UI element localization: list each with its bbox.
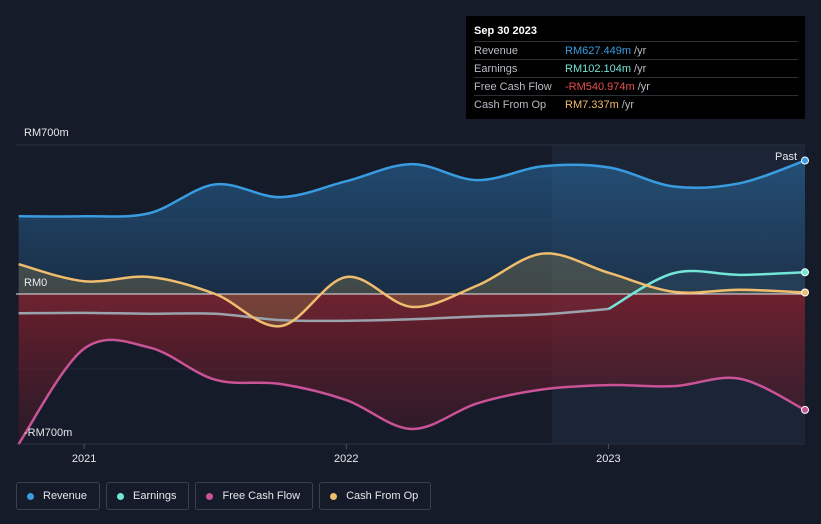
line-revenue — [18, 159, 806, 218]
legend-item-cash-from-op[interactable]: Cash From Op — [319, 482, 432, 510]
x-tick-label: 2022 — [334, 453, 358, 465]
endpoint-revenue — [801, 156, 809, 165]
endpoint-free-cash-flow — [801, 405, 809, 414]
tooltip-row: Revenue RM627.449m/yr — [474, 41, 798, 59]
legend-label: Revenue — [43, 490, 88, 502]
line-earnings — [607, 269, 806, 311]
series-lines — [16, 156, 809, 445]
tooltip-row: Free Cash Flow -RM540.974m/yr — [474, 77, 798, 95]
endpoint-cash-from-op — [801, 288, 809, 297]
tooltip-row-label: Free Cash Flow — [474, 80, 552, 93]
legend: Revenue Earnings Free Cash Flow Cash From O… — [16, 482, 432, 510]
area-revenue — [18, 160, 805, 294]
endpoint-earnings — [801, 268, 809, 277]
x-tick-label: 2021 — [72, 453, 96, 465]
line-earnings-past — [18, 307, 609, 323]
tooltip-row: Earnings RM102.104m/yr — [474, 59, 798, 77]
chart-svg: RM700m RM0 -RM700m 2021 2022 2023 Past — [16, 127, 809, 465]
tooltip-row-unit: /yr — [621, 98, 635, 111]
legend-dot-icon — [206, 492, 214, 500]
tooltip-panel: Sep 30 2023 Revenue RM627.449m/yr Earnings… — [466, 16, 805, 119]
tooltip-row-value: -RM540.974m — [565, 80, 635, 93]
x-tick-label: 2023 — [596, 453, 620, 465]
legend-label: Earnings — [133, 490, 177, 502]
y-tick-label: RM0 — [24, 277, 47, 289]
legend-item-free-cash-flow[interactable]: Free Cash Flow — [195, 482, 314, 510]
tooltip-row: Cash From Op RM7.337m/yr — [474, 95, 798, 113]
tooltip-row-value: RM627.449m — [565, 44, 632, 57]
tooltip-row-value: RM7.337m — [565, 98, 619, 111]
tooltip-row-value: RM102.104m — [565, 62, 632, 75]
tooltip-date: Sep 30 2023 — [474, 25, 537, 37]
past-label: Past — [775, 151, 797, 163]
tooltip-row-unit: /yr — [634, 62, 647, 75]
legend-item-revenue[interactable]: Revenue — [16, 482, 101, 510]
tooltip-row-label: Revenue — [474, 44, 519, 57]
area-free-cash-flow — [18, 294, 805, 444]
line-cash-from-op — [18, 252, 806, 328]
area-cash-from-op — [18, 253, 805, 327]
tooltip-row-label: Earnings — [474, 62, 518, 75]
legend-label: Cash From Op — [346, 490, 419, 502]
legend-dot-icon — [330, 492, 338, 500]
line-free-cash-flow — [17, 338, 806, 445]
tooltip-row-unit: /yr — [634, 44, 647, 57]
y-axis-labels: RM700m RM0 -RM700m — [24, 127, 72, 439]
legend-item-earnings[interactable]: Earnings — [106, 482, 190, 510]
legend-dot-icon — [27, 492, 34, 500]
legend-dot-icon — [117, 492, 125, 500]
tooltip-row-label: Cash From Op — [474, 98, 547, 111]
x-axis-labels: 2021 2022 2023 — [72, 444, 621, 465]
y-tick-label: -RM700m — [24, 427, 72, 439]
tooltip-row-unit: /yr — [637, 80, 650, 93]
y-tick-label: RM700m — [24, 127, 69, 139]
legend-label: Free Cash Flow — [222, 490, 301, 502]
